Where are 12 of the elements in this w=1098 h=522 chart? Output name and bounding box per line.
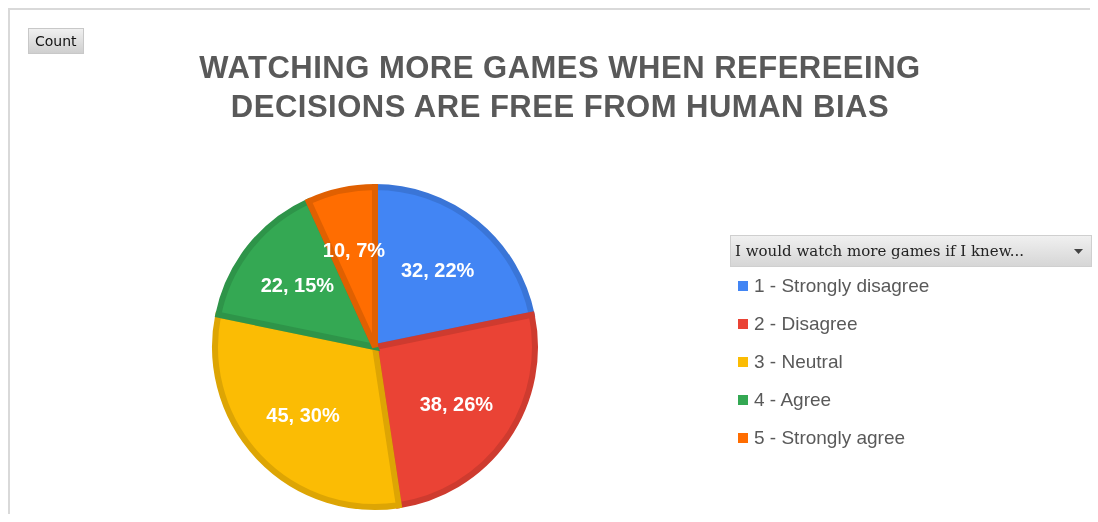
legend-label: 4 - Agree (754, 389, 832, 411)
legend-label: 5 - Strongly agree (754, 427, 906, 449)
legend-title: I would watch more games if I knew... (735, 242, 1025, 260)
legend-label: 2 - Disagree (754, 313, 858, 335)
legend-label: 1 - Strongly disagree (754, 275, 930, 297)
text: Count (28, 28, 84, 54)
data-label: 32, 22% (400, 259, 475, 282)
legend-label: 3 - Neutral (754, 351, 843, 373)
data-label: 22, 15% (260, 274, 335, 297)
data-label: 38, 26% (419, 392, 494, 415)
data-label: 45, 30% (266, 404, 340, 427)
chart-title: WATCHING MORE GAMES WHEN REFEREEING DECISIONS ARE FREE FROM HUMAN BIAS (198, 49, 922, 126)
